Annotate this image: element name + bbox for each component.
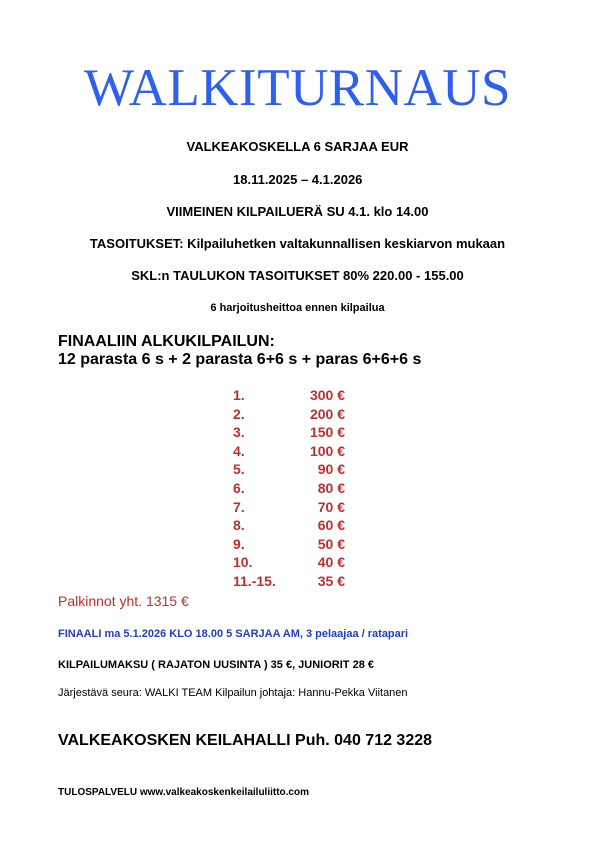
prize-amount: 100 € [309, 442, 345, 459]
prize-amount: 40 € [317, 554, 345, 571]
prize-amount: 200 € [309, 405, 345, 422]
last-round-line: VIIMEINEN KILPAILUERÄ SU 4.1. klo 14.00 [166, 204, 429, 219]
prize-place: 5. [233, 461, 245, 478]
organizer-line: Järjestävä seura: WALKI TEAM Kilpailun j… [58, 687, 408, 699]
dates-line: 18.11.2025 – 4.1.2026 [233, 172, 363, 187]
location-line: VALKEAKOSKELLA 6 SARJAA EUR [186, 139, 409, 154]
prize-place: 7. [233, 498, 245, 515]
fee-line: KILPAILUMAKSU ( RAJATON UUSINTA ) 35 €, … [58, 659, 374, 671]
prize-place: 9. [233, 535, 245, 552]
page-title: WALKITURNAUS [83, 59, 512, 117]
prize-total: Palkinnot yht. 1315 € [58, 593, 189, 609]
prize-amount: 60 € [317, 517, 345, 534]
prize-amount: 35 € [317, 573, 345, 589]
prize-place: 3. [233, 424, 245, 441]
results-service-line[interactable]: TULOSPALVELU www.valkeakoskenkeilailulii… [58, 787, 309, 798]
venue-line: VALKEAKOSKEN KEILAHALLI Puh. 040 712 322… [58, 732, 433, 749]
prize-place: 1. [233, 387, 245, 403]
prize-place: 4. [233, 442, 245, 459]
prize-place: 2. [233, 405, 245, 422]
prize-place: 10. [233, 554, 253, 571]
prize-amount: 80 € [317, 480, 345, 496]
final-info: FINAALI ma 5.1.2026 KLO 18.00 5 SARJAA A… [58, 628, 409, 640]
final-format-heading: FINAALIIN ALKUKILPAILUN: [58, 333, 275, 350]
final-format-detail: 12 parasta 6 s + 2 parasta 6+6 s + paras… [58, 351, 422, 368]
skl-handicap-line: SKL:n TAULUKON TASOITUKSET 80% 220.00 - … [131, 268, 464, 283]
prize-place: 8. [233, 517, 245, 534]
practice-line: 6 harjoitusheittoa ennen kilpailua [210, 302, 385, 314]
prize-amount: 50 € [317, 535, 345, 552]
handicap-line: TASOITUKSET: Kilpailuhetken valtakunnall… [89, 236, 506, 251]
prize-amount: 90 € [317, 461, 345, 478]
prize-place: 11.-15. [233, 573, 276, 589]
prize-amount: 300 € [309, 387, 345, 403]
prize-place: 6. [233, 480, 245, 496]
prize-amount: 70 € [317, 498, 345, 515]
prize-amount: 150 € [309, 424, 345, 441]
